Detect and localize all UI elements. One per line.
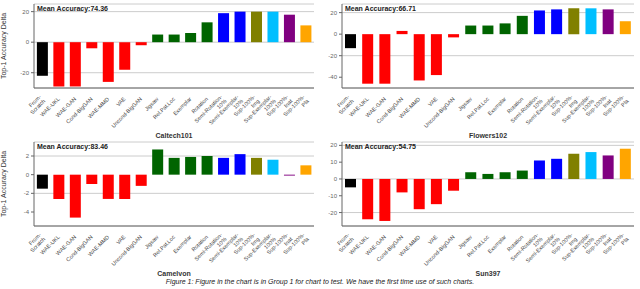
svg-text:Rel.Pat.Loc: Rel.Pat.Loc xyxy=(152,234,177,259)
svg-text:Uncond-BigGAN: Uncond-BigGAN xyxy=(423,234,456,267)
svg-text:WAE-MMD: WAE-MMD xyxy=(87,234,111,258)
svg-text:10: 10 xyxy=(330,159,337,165)
svg-text:20: 20 xyxy=(22,9,29,15)
svg-text:20: 20 xyxy=(330,142,337,148)
svg-text:Sup-100%-Pla: Sup-100%-Pla xyxy=(282,231,311,260)
svg-text:Sup-100%-Pla: Sup-100%-Pla xyxy=(602,93,631,122)
svg-text:Uncond-BigGAN: Uncond-BigGAN xyxy=(423,96,456,129)
svg-text:Cond-BigGAN: Cond-BigGAN xyxy=(65,234,94,263)
svg-text:Flowers102: Flowers102 xyxy=(469,132,507,138)
svg-text:Sup-100%-Pla: Sup-100%-Pla xyxy=(282,93,311,122)
svg-text:-4: -4 xyxy=(24,209,30,215)
svg-text:Exemplar: Exemplar xyxy=(172,96,193,117)
svg-text:VAE: VAE xyxy=(115,234,127,246)
svg-text:Rel.Pat.Loc: Rel.Pat.Loc xyxy=(466,234,491,259)
svg-text:Top-1 Accuracy Delta: Top-1 Accuracy Delta xyxy=(8,151,9,217)
svg-text:-40: -40 xyxy=(328,74,337,80)
svg-text:Exemplar: Exemplar xyxy=(487,96,508,117)
svg-text:Cond-BigGAN: Cond-BigGAN xyxy=(375,234,404,263)
svg-text:-20: -20 xyxy=(328,53,337,59)
svg-text:-20: -20 xyxy=(328,210,337,216)
svg-text:Cond-BigGAN: Cond-BigGAN xyxy=(375,96,404,125)
svg-text:Camelyon: Camelyon xyxy=(157,270,190,276)
svg-text:WAE-MMD: WAE-MMD xyxy=(398,234,422,258)
svg-text:20: 20 xyxy=(330,10,337,16)
svg-text:Rel.Pat.Loc: Rel.Pat.Loc xyxy=(152,96,177,121)
svg-text:-20: -20 xyxy=(20,70,29,76)
svg-text:0: 0 xyxy=(334,176,338,182)
svg-text:Uncond-BigGAN: Uncond-BigGAN xyxy=(110,96,143,129)
svg-text:Exemplar: Exemplar xyxy=(172,234,193,255)
svg-text:Jigsaw: Jigsaw xyxy=(457,96,473,112)
svg-text:-2: -2 xyxy=(24,190,30,196)
svg-text:Jigsaw: Jigsaw xyxy=(457,234,473,250)
svg-text:Caltech101: Caltech101 xyxy=(156,132,193,138)
svg-text:VAE: VAE xyxy=(427,234,439,246)
svg-text:VAE: VAE xyxy=(427,96,439,108)
svg-text:0: 0 xyxy=(26,172,30,178)
svg-text:Sun397: Sun397 xyxy=(476,270,501,276)
svg-text:Cond-BigGAN: Cond-BigGAN xyxy=(65,96,94,125)
svg-text:Uncond-BigGAN: Uncond-BigGAN xyxy=(110,234,143,267)
svg-text:-10: -10 xyxy=(328,193,337,199)
svg-text:Sup-100%-Pla: Sup-100%-Pla xyxy=(602,231,631,260)
svg-text:2: 2 xyxy=(26,153,30,159)
svg-text:VAE: VAE xyxy=(115,96,127,108)
svg-text:WAE-MMD: WAE-MMD xyxy=(398,96,422,120)
svg-text:Exemplar: Exemplar xyxy=(487,234,508,255)
svg-text:Top-1 Accuracy Delta: Top-1 Accuracy Delta xyxy=(8,13,9,79)
svg-text:0: 0 xyxy=(334,31,338,37)
svg-text:0: 0 xyxy=(26,39,30,45)
svg-text:Rel.Pat.Loc: Rel.Pat.Loc xyxy=(466,96,491,121)
svg-text:WAE-MMD: WAE-MMD xyxy=(87,96,111,120)
